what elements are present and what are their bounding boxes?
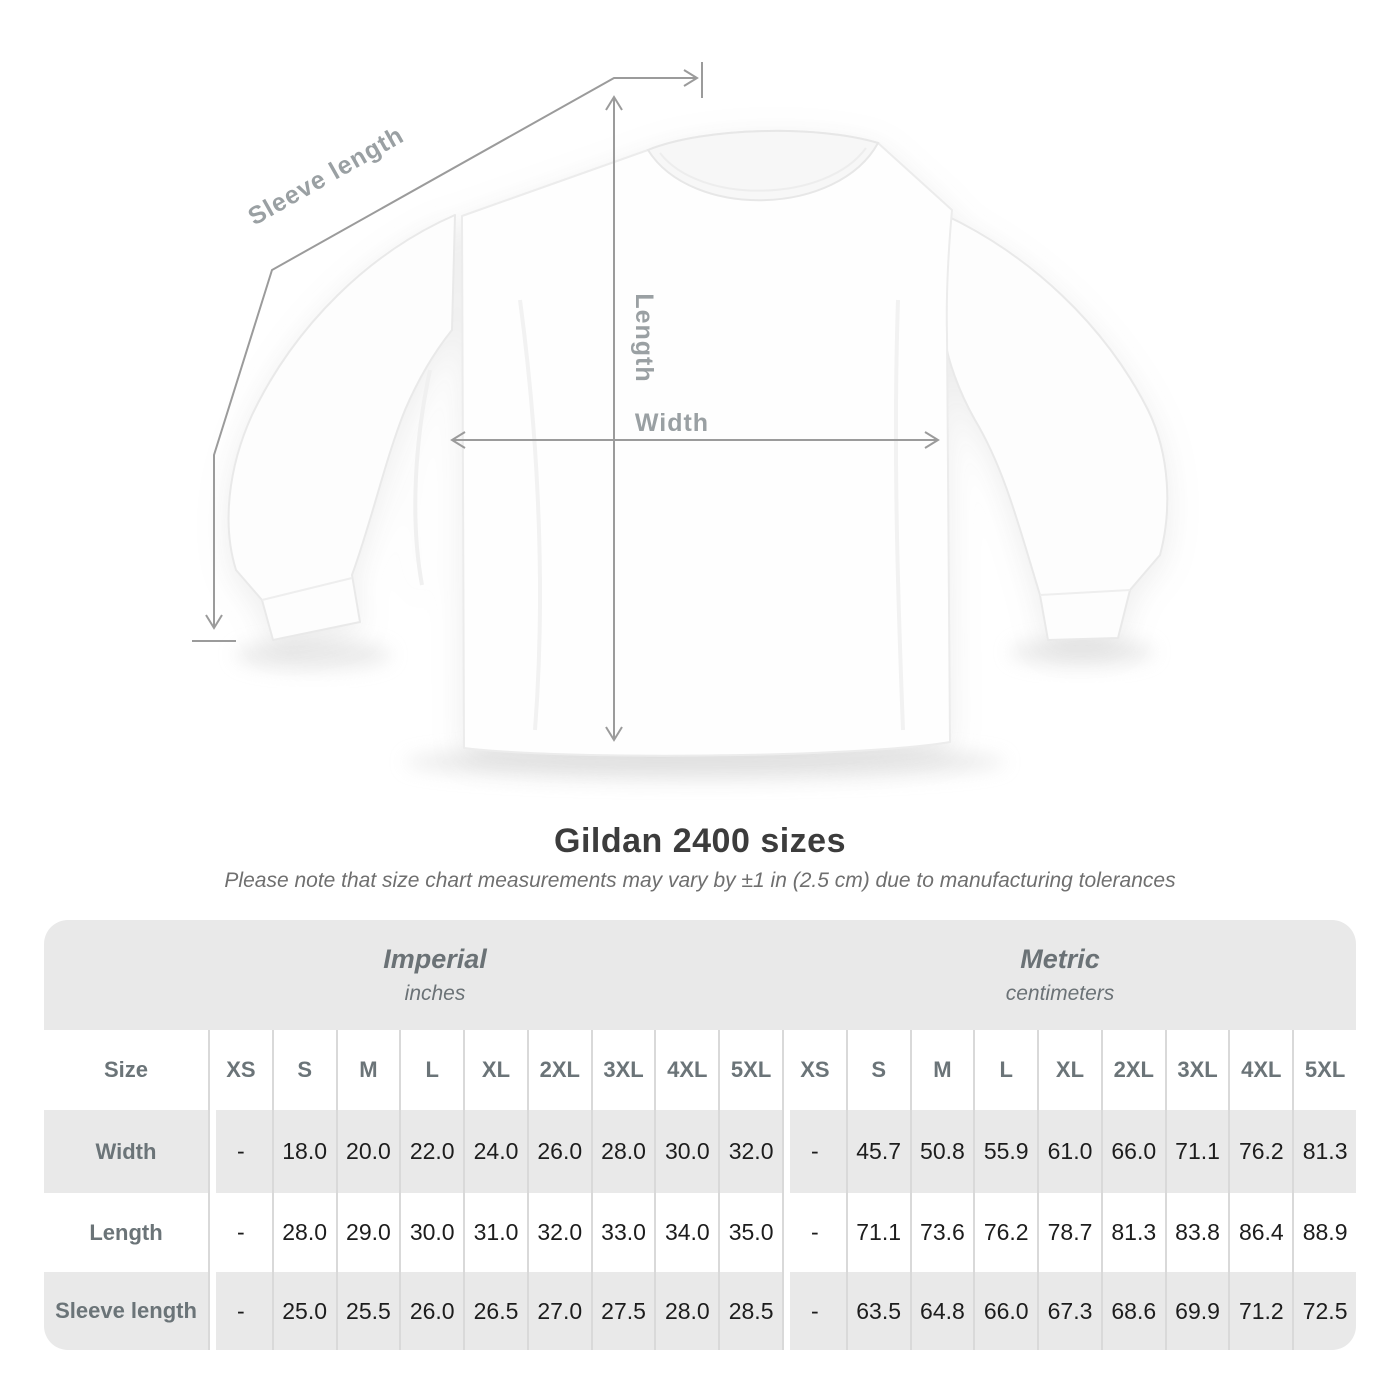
value-cell-metric: - [782, 1272, 846, 1350]
value-cell-imperial: 26.0 [399, 1272, 464, 1350]
imperial-unit: inches [404, 982, 466, 1005]
value-cell-imperial: 28.0 [654, 1272, 719, 1350]
value-cell-imperial: 28.0 [271, 1193, 336, 1272]
value-cell-imperial: - [208, 1272, 272, 1350]
value-cell-metric: 45.7 [845, 1110, 910, 1193]
value-cell-imperial: 30.0 [399, 1193, 464, 1272]
value-cell-metric: - [782, 1193, 846, 1272]
value-cell-metric: - [782, 1110, 846, 1193]
size-header-metric-m: M [909, 1030, 974, 1110]
length-label: Length [630, 293, 658, 382]
size-header-imperial-l: L [399, 1030, 464, 1110]
value-cell-imperial: 35.0 [718, 1193, 782, 1272]
metric-title: Metric [1020, 944, 1100, 974]
size-header-metric-xs: XS [782, 1030, 846, 1110]
sleeve-length-line [213, 77, 697, 628]
value-cell-metric: 71.1 [845, 1193, 910, 1272]
value-cell-metric: 68.6 [1100, 1272, 1165, 1350]
value-cell-imperial: 32.0 [718, 1110, 782, 1193]
value-cell-metric: 86.4 [1228, 1193, 1293, 1272]
value-cell-imperial: - [208, 1193, 272, 1272]
value-cell-metric: 81.3 [1292, 1110, 1356, 1193]
size-header-metric-xl: XL [1037, 1030, 1101, 1110]
value-cell-metric: 66.0 [973, 1272, 1038, 1350]
value-cell-metric: 67.3 [1037, 1272, 1101, 1350]
imperial-group-header: Imperial inches [383, 944, 487, 1006]
shirt-size-diagram: Sleeve length Length Width [192, 62, 1169, 780]
size-header-imperial-xl: XL [463, 1030, 527, 1110]
value-cell-metric: 73.6 [909, 1193, 974, 1272]
value-cell-metric: 71.2 [1228, 1272, 1293, 1350]
metric-group-header: Metric centimeters [1006, 944, 1115, 1006]
size-header-imperial-5xl: 5XL [718, 1030, 782, 1110]
size-column-header: Size [44, 1030, 208, 1110]
unit-band: Imperial inches Metric centimeters [44, 920, 1356, 1030]
value-cell-metric: 55.9 [973, 1110, 1038, 1193]
value-cell-metric: 88.9 [1292, 1193, 1356, 1272]
value-cell-metric: 83.8 [1164, 1193, 1229, 1272]
row-label: Sleeve length [44, 1272, 208, 1350]
value-cell-imperial: 29.0 [335, 1193, 400, 1272]
value-cell-metric: 64.8 [909, 1272, 974, 1350]
value-cell-metric: 61.0 [1037, 1110, 1101, 1193]
value-cell-imperial: 24.0 [463, 1110, 527, 1193]
sleeve-length-label: Sleeve length [243, 121, 408, 231]
value-cell-metric: 76.2 [973, 1193, 1038, 1272]
size-header-metric-3xl: 3XL [1164, 1030, 1229, 1110]
value-cell-metric: 71.1 [1164, 1110, 1229, 1193]
size-header-metric-2xl: 2XL [1100, 1030, 1165, 1110]
value-cell-metric: 72.5 [1292, 1272, 1356, 1350]
value-cell-imperial: 27.5 [590, 1272, 655, 1350]
size-header-imperial-m: M [335, 1030, 400, 1110]
value-cell-metric: 50.8 [909, 1110, 974, 1193]
row-label: Length [44, 1193, 208, 1272]
value-cell-imperial: 18.0 [271, 1110, 336, 1193]
page-title: Gildan 2400 sizes [554, 822, 846, 860]
size-grid: Size XS S M L XL 2XL 3XL 4XL 5XL XS S M L XL 2XL 3XL 4XL 5… [44, 1030, 1356, 1350]
shirt-illustration [227, 129, 1169, 757]
row-label: Width [44, 1110, 208, 1193]
imperial-title: Imperial [383, 944, 487, 974]
value-cell-metric: 69.9 [1164, 1272, 1229, 1350]
size-header-imperial-s: S [271, 1030, 336, 1110]
page-subtitle: Please note that size chart measurements… [224, 869, 1176, 892]
value-cell-metric: 78.7 [1037, 1193, 1101, 1272]
value-cell-imperial: - [208, 1110, 272, 1193]
width-label: Width [635, 409, 709, 437]
value-cell-imperial: 28.5 [718, 1272, 782, 1350]
value-cell-imperial: 28.0 [590, 1110, 655, 1193]
value-cell-imperial: 33.0 [590, 1193, 655, 1272]
size-header-imperial-4xl: 4XL [654, 1030, 719, 1110]
size-header-metric-5xl: 5XL [1292, 1030, 1356, 1110]
size-header-imperial-2xl: 2XL [526, 1030, 591, 1110]
size-chart-table: Imperial inches Metric centimeters Size X… [44, 920, 1356, 1350]
value-cell-metric: 66.0 [1100, 1110, 1165, 1193]
value-cell-metric: 76.2 [1228, 1110, 1293, 1193]
measurement-lines [192, 62, 940, 742]
size-header-imperial-3xl: 3XL [590, 1030, 655, 1110]
size-header-metric-l: L [973, 1030, 1038, 1110]
value-cell-imperial: 31.0 [463, 1193, 527, 1272]
value-cell-metric: 81.3 [1100, 1193, 1165, 1272]
value-cell-imperial: 30.0 [654, 1110, 719, 1193]
value-cell-imperial: 22.0 [399, 1110, 464, 1193]
size-header-metric-4xl: 4XL [1228, 1030, 1293, 1110]
value-cell-imperial: 26.5 [463, 1272, 527, 1350]
value-cell-imperial: 32.0 [526, 1193, 591, 1272]
value-cell-imperial: 34.0 [654, 1193, 719, 1272]
metric-unit: centimeters [1005, 982, 1115, 1005]
value-cell-imperial: 25.0 [271, 1272, 336, 1350]
value-cell-imperial: 25.5 [335, 1272, 400, 1350]
size-header-metric-s: S [845, 1030, 910, 1110]
value-cell-imperial: 26.0 [526, 1110, 591, 1193]
value-cell-imperial: 27.0 [526, 1272, 591, 1350]
size-header-imperial-xs: XS [208, 1030, 272, 1110]
value-cell-metric: 63.5 [845, 1272, 910, 1350]
value-cell-imperial: 20.0 [335, 1110, 400, 1193]
